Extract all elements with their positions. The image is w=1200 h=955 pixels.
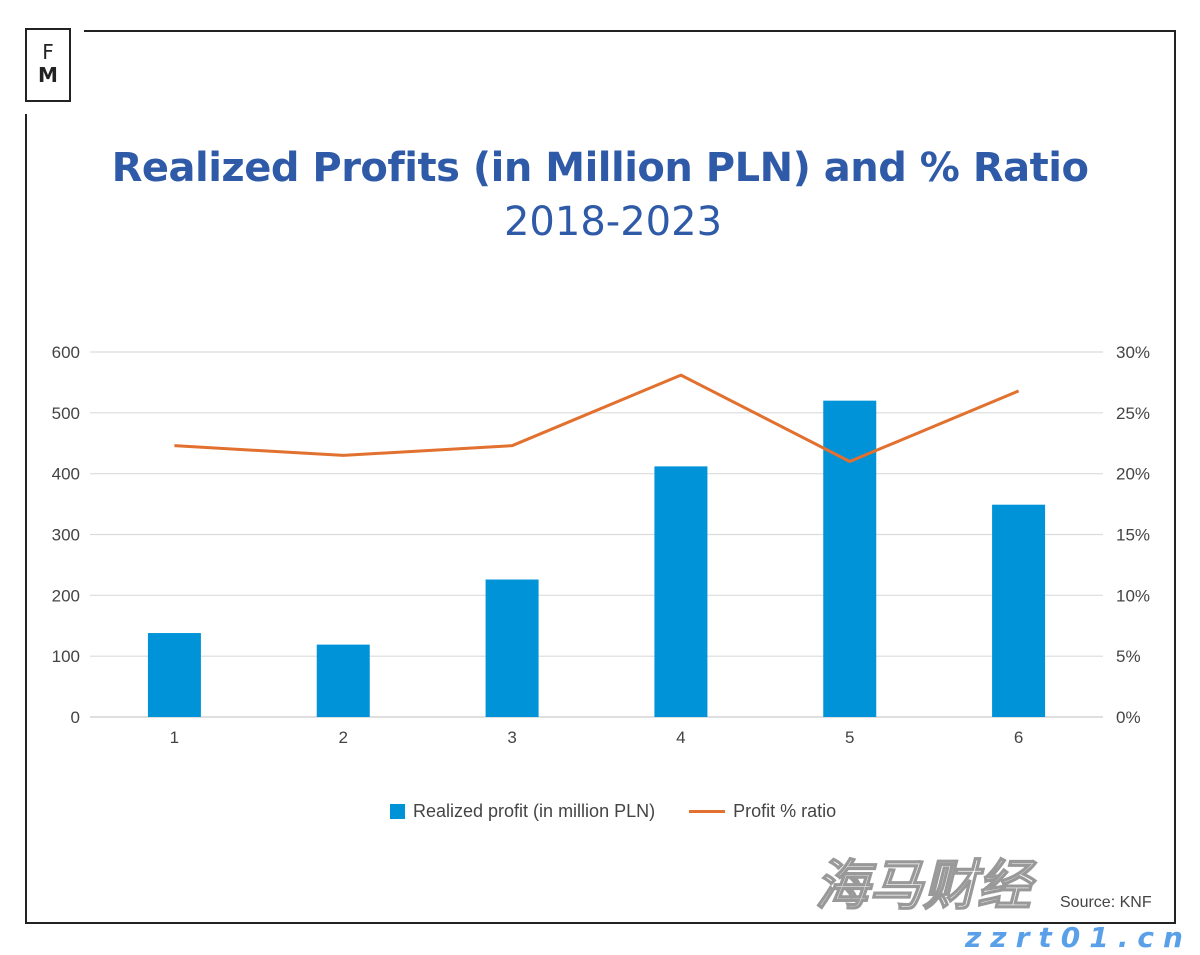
legend-bar-label: Realized profit (in million PLN) <box>413 801 656 821</box>
x-tick-label: 2 <box>339 728 348 747</box>
x-tick-label: 3 <box>507 728 516 747</box>
legend-bar-swatch <box>390 804 405 819</box>
bar <box>316 644 370 717</box>
legend: Realized profit (in million PLN) Profit … <box>390 801 836 822</box>
x-tick-label: 1 <box>170 728 179 747</box>
y2-tick-label: 15% <box>1116 526 1150 545</box>
profit-ratio-line <box>174 373 1020 463</box>
y-tick-label: 400 <box>52 465 80 484</box>
y2-tick-label: 20% <box>1116 465 1150 484</box>
watermark-url: zzrt01.cn <box>965 921 1192 954</box>
y-tick-label: 300 <box>52 526 80 545</box>
chart-subtitle: 2018-2023 <box>503 199 723 245</box>
legend-line-label: Profit % ratio <box>733 801 837 821</box>
frame-gap <box>20 100 80 114</box>
chart-title: Realized Profits (in Million PLN) and % … <box>111 145 1089 191</box>
bar <box>485 579 539 717</box>
y-tick-label: 0 <box>71 708 80 727</box>
y2-tick-label: 10% <box>1116 586 1150 605</box>
y-tick-label: 200 <box>52 586 80 605</box>
bar <box>823 400 877 717</box>
fm-logo: F M <box>25 28 71 102</box>
bar <box>147 633 201 717</box>
y2-tick-label: 5% <box>1116 647 1141 666</box>
chart-frame <box>25 30 1176 924</box>
y-tick-label: 100 <box>52 647 80 666</box>
y2-tick-label: 25% <box>1116 404 1150 423</box>
bar <box>992 504 1046 717</box>
source-note: Source: KNF <box>1060 894 1152 911</box>
logo-letter-m: M <box>38 63 58 87</box>
x-tick-label: 4 <box>676 728 685 747</box>
watermark-logo: 海马财经 <box>814 854 1032 917</box>
y2-tick-label: 0% <box>1116 708 1141 727</box>
x-tick-label: 6 <box>1014 728 1023 747</box>
y2-tick-label: 30% <box>1116 343 1150 362</box>
x-tick-label: 5 <box>845 728 854 747</box>
legend-line-swatch <box>689 810 726 813</box>
bar <box>654 466 708 717</box>
logo-letter-f: F <box>42 40 54 64</box>
frame-gap <box>70 25 84 35</box>
y-tick-label: 600 <box>52 343 80 362</box>
y-tick-label: 500 <box>52 404 80 423</box>
